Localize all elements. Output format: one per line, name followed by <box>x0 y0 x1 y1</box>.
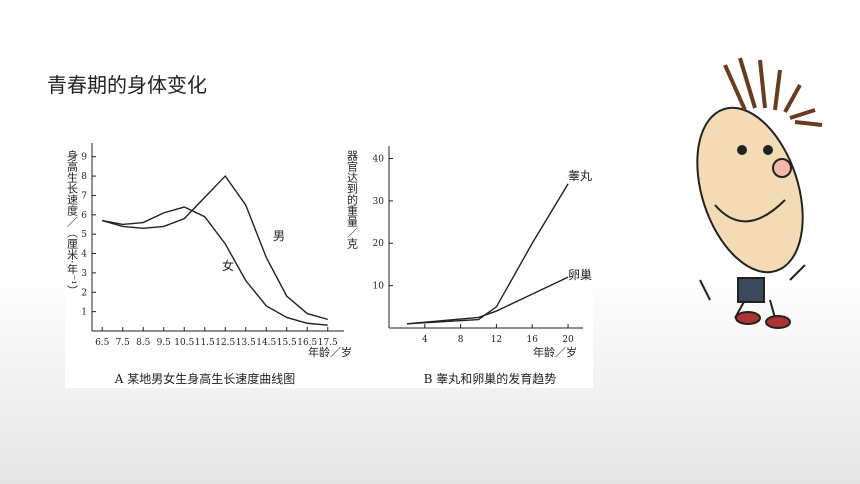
x-tick-label: 15.5 <box>277 338 297 348</box>
chart-caption: B 睾丸和卵巢的发育趋势 <box>424 371 557 386</box>
series-line <box>406 183 569 325</box>
x-tick-label: 8.5 <box>136 338 151 348</box>
x-tick-label: 20 <box>562 335 574 345</box>
series-line <box>102 174 328 321</box>
x-tick-label: 8 <box>458 335 464 345</box>
series-label: 女 <box>222 258 234 273</box>
x-axis-label: 年龄／岁 <box>533 345 577 359</box>
y-tick-label: 1 <box>81 308 87 318</box>
series-line <box>102 206 328 326</box>
x-tick-label: 4 <box>422 335 428 345</box>
y-tick-label: 8 <box>81 172 87 182</box>
y-tick-label: 10 <box>373 282 385 292</box>
series-label: 睾丸 <box>568 168 592 183</box>
series-line <box>406 276 569 325</box>
y-axis-label: 器官达到的重量／克 <box>346 150 359 249</box>
y-tick-label: 4 <box>81 250 87 260</box>
y-tick-label: 5 <box>81 230 87 240</box>
y-tick-label: 30 <box>373 197 385 207</box>
x-tick-label: 6.5 <box>95 338 110 348</box>
x-tick-label: 12.5 <box>215 338 235 348</box>
x-tick-label: 11.5 <box>195 338 215 348</box>
y-tick-label: 6 <box>81 211 87 221</box>
chart-caption: A 某地男女生身高生长速度曲线图 <box>114 371 295 386</box>
figure-panel <box>65 142 593 388</box>
x-axis-label: 年龄／岁 <box>308 345 352 359</box>
slide-title: 青春期的身体变化 <box>47 73 207 97</box>
cartoon <box>696 57 823 329</box>
x-tick-label: 16.5 <box>297 338 317 348</box>
y-tick-label: 20 <box>373 239 385 249</box>
series-label: 男 <box>273 229 285 243</box>
x-tick-label: 10.5 <box>174 338 194 348</box>
x-tick-label: 12 <box>491 335 502 345</box>
y-axis-label: 身高生长速度／（厘米·年⁻¹） <box>66 149 79 296</box>
y-tick-label: 3 <box>81 269 87 279</box>
x-tick-label: 17.5 <box>318 338 338 348</box>
series-label: 卵巢 <box>568 268 592 282</box>
x-tick-label: 16 <box>527 335 539 345</box>
x-tick-label: 13.5 <box>236 338 256 348</box>
y-tick-label: 2 <box>81 288 87 298</box>
x-tick-label: 9.5 <box>157 338 172 348</box>
y-tick-label: 9 <box>81 153 87 163</box>
x-tick-label: 7.5 <box>116 338 131 348</box>
y-tick-label: 40 <box>373 154 385 164</box>
x-tick-label: 14.5 <box>256 338 276 348</box>
y-tick-label: 7 <box>81 191 87 201</box>
